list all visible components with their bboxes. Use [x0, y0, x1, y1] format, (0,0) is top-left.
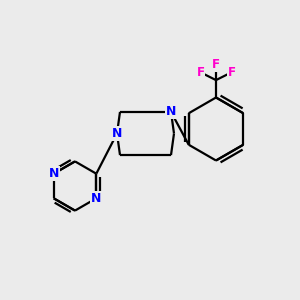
Text: N: N — [112, 127, 122, 140]
Text: F: F — [212, 58, 220, 71]
Text: N: N — [91, 192, 101, 205]
Text: F: F — [228, 66, 236, 79]
Text: N: N — [49, 167, 59, 180]
Text: N: N — [166, 105, 176, 119]
Text: F: F — [196, 66, 204, 79]
